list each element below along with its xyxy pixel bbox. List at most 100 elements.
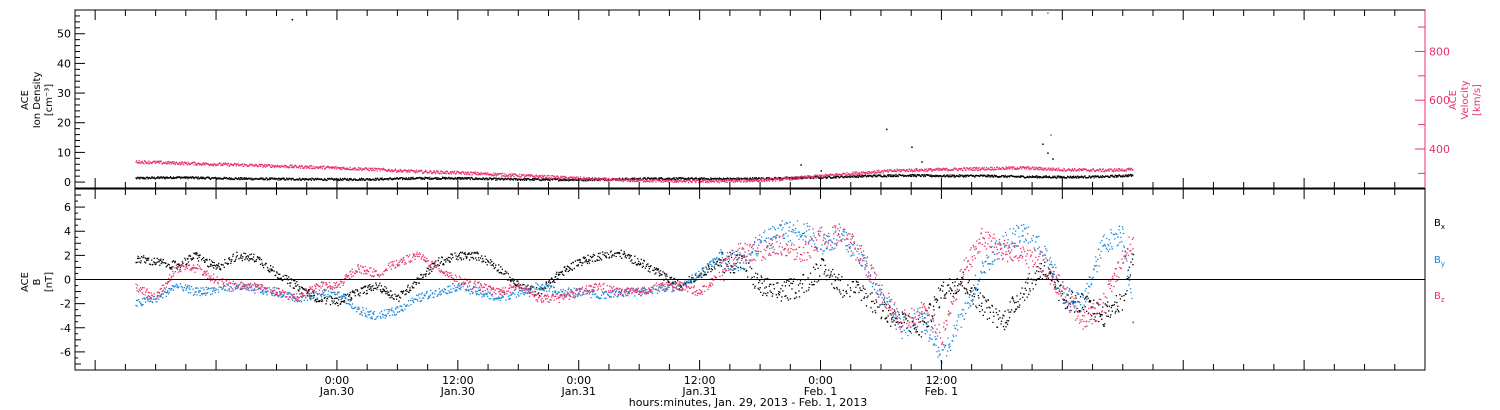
velocity-point bbox=[828, 174, 830, 176]
velocity-point bbox=[1125, 170, 1127, 172]
velocity-point bbox=[495, 174, 497, 177]
velocity-point bbox=[1104, 170, 1106, 172]
Bx-point bbox=[434, 265, 436, 268]
density-point bbox=[445, 177, 447, 179]
Bx-point bbox=[1119, 294, 1121, 296]
velocity-point bbox=[953, 167, 956, 169]
velocity-point bbox=[190, 162, 192, 164]
Bx-point bbox=[512, 280, 515, 282]
Bx-point bbox=[1110, 306, 1112, 309]
density-point bbox=[157, 176, 159, 178]
density-point bbox=[255, 177, 257, 180]
Bx-point bbox=[347, 299, 349, 301]
velocity-point bbox=[652, 181, 654, 183]
Bx-point bbox=[1021, 287, 1023, 289]
velocity-point bbox=[732, 179, 734, 182]
velocity-point bbox=[145, 161, 147, 163]
density-point bbox=[945, 174, 947, 177]
velocity-point bbox=[443, 172, 445, 174]
velocity-point bbox=[645, 181, 647, 183]
Bx-point bbox=[816, 281, 818, 283]
velocity-point bbox=[527, 174, 529, 177]
Bx-point bbox=[468, 259, 471, 261]
Bx-point bbox=[349, 291, 351, 294]
velocity-point bbox=[668, 179, 670, 181]
Bx-point bbox=[390, 290, 392, 292]
density-point bbox=[879, 175, 881, 177]
velocity-point bbox=[259, 163, 261, 166]
velocity-point bbox=[456, 170, 458, 173]
density-point bbox=[205, 176, 207, 179]
Bx-point bbox=[424, 273, 426, 275]
velocity-point bbox=[382, 169, 384, 171]
density-point bbox=[322, 179, 325, 182]
Bx-point bbox=[221, 264, 223, 266]
Bx-point bbox=[234, 260, 236, 262]
Bx-point bbox=[841, 276, 843, 278]
velocity-point bbox=[947, 170, 949, 172]
Bx-point bbox=[1112, 304, 1114, 306]
velocity-point bbox=[281, 165, 283, 168]
velocity-point bbox=[210, 164, 212, 166]
velocity-point bbox=[918, 170, 920, 172]
velocity-point bbox=[515, 174, 517, 176]
density-point bbox=[175, 177, 178, 179]
Bx-point bbox=[952, 295, 954, 298]
density-point bbox=[160, 176, 163, 178]
velocity-point bbox=[860, 173, 862, 175]
Bx-point bbox=[648, 265, 650, 268]
Bx-point bbox=[615, 255, 617, 258]
velocity-point bbox=[185, 162, 187, 164]
Bx-point bbox=[1035, 279, 1037, 282]
Bx-point bbox=[831, 283, 833, 285]
density-point bbox=[909, 175, 911, 177]
velocity-point bbox=[846, 174, 849, 176]
density-point bbox=[308, 178, 310, 180]
density-point bbox=[1103, 176, 1105, 178]
density-point bbox=[235, 177, 237, 179]
Bx-point bbox=[808, 286, 810, 289]
Bx-point bbox=[1096, 312, 1098, 315]
velocity-point bbox=[810, 175, 812, 178]
density-point bbox=[668, 177, 670, 180]
density-point bbox=[394, 178, 396, 180]
Bx-point bbox=[1038, 278, 1040, 280]
density-point bbox=[1013, 176, 1015, 178]
Bx-point bbox=[548, 280, 550, 282]
density-point bbox=[428, 178, 430, 180]
velocity-point bbox=[419, 170, 421, 172]
density-point bbox=[310, 179, 312, 181]
velocity-point bbox=[220, 164, 222, 166]
density-point bbox=[541, 178, 543, 180]
density-point bbox=[472, 178, 474, 181]
density-point bbox=[398, 178, 400, 180]
velocity-point bbox=[717, 180, 719, 183]
Bx-point bbox=[646, 263, 648, 266]
velocity-point bbox=[238, 164, 240, 167]
By-point bbox=[141, 304, 143, 306]
Bx-point bbox=[676, 280, 679, 282]
Bx-point bbox=[530, 288, 532, 290]
Bx-point bbox=[369, 286, 371, 288]
Bx-point bbox=[174, 260, 177, 263]
velocity-point bbox=[344, 168, 346, 170]
velocity-point bbox=[1034, 166, 1036, 169]
density-point bbox=[1008, 175, 1010, 178]
velocity-point bbox=[318, 166, 320, 169]
density-point bbox=[873, 174, 875, 176]
Bx-point bbox=[1091, 315, 1093, 317]
velocity-point bbox=[519, 176, 522, 178]
Bx-point bbox=[1072, 301, 1075, 303]
density-point bbox=[874, 174, 876, 177]
velocity-point bbox=[781, 179, 783, 182]
density-point bbox=[165, 177, 167, 180]
density-point bbox=[476, 177, 478, 179]
Bx-point bbox=[1029, 290, 1031, 292]
velocity-point bbox=[446, 170, 448, 173]
density-point bbox=[729, 177, 731, 179]
density-point bbox=[307, 179, 309, 181]
density-point bbox=[855, 176, 857, 179]
density-point bbox=[269, 177, 271, 179]
density-point bbox=[296, 178, 298, 180]
density-point bbox=[362, 178, 364, 180]
